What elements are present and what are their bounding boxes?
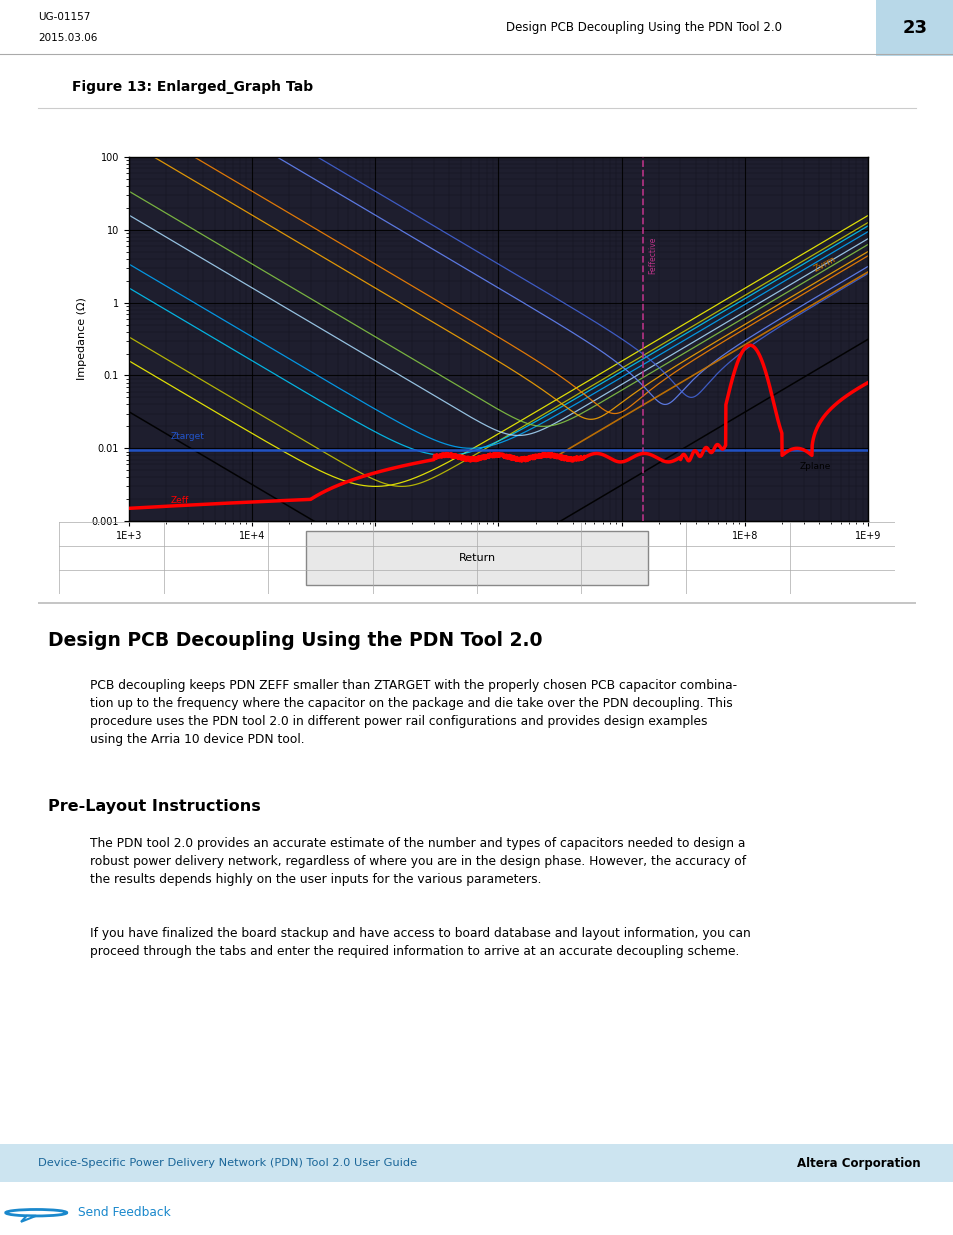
Text: Figure 13: Enlarged_Graph Tab: Figure 13: Enlarged_Graph Tab: [71, 80, 313, 94]
Text: Zvrm: Zvrm: [811, 254, 837, 274]
Text: Design PCB Decoupling Using the PDN Tool 2.0: Design PCB Decoupling Using the PDN Tool…: [505, 21, 781, 35]
Polygon shape: [21, 1215, 36, 1221]
Text: 2015.03.06: 2015.03.06: [38, 33, 97, 43]
Text: Pre-Layout Instructions: Pre-Layout Instructions: [48, 799, 260, 814]
Text: UG-01157: UG-01157: [38, 12, 91, 22]
Text: The PDN tool 2.0 provides an accurate estimate of the number and types of capaci: The PDN tool 2.0 provides an accurate es…: [90, 837, 745, 885]
Text: Ztarget: Ztarget: [171, 432, 205, 441]
Text: 23: 23: [902, 19, 926, 37]
Bar: [305, 531, 648, 585]
Text: Zeff: Zeff: [171, 496, 189, 505]
Y-axis label: Impedance (Ω): Impedance (Ω): [77, 298, 88, 380]
Text: Zplane: Zplane: [800, 462, 830, 471]
Text: Feffective: Feffective: [648, 237, 657, 274]
Text: If you have finalized the board stackup and have access to board database and la: If you have finalized the board stackup …: [90, 926, 750, 957]
Text: Design PCB Decoupling Using the PDN Tool 2.0: Design PCB Decoupling Using the PDN Tool…: [48, 631, 542, 651]
Text: Send Feedback: Send Feedback: [78, 1207, 171, 1219]
Text: Return: Return: [458, 553, 495, 563]
Text: PCB decoupling keeps PDN ZEFF smaller than ZTARGET with the properly chosen PCB : PCB decoupling keeps PDN ZEFF smaller th…: [90, 679, 737, 746]
Text: Device-Specific Power Delivery Network (PDN) Tool 2.0 User Guide: Device-Specific Power Delivery Network (…: [38, 1158, 416, 1168]
X-axis label: Frequency (Hz): Frequency (Hz): [456, 545, 540, 555]
Text: Altera Corporation: Altera Corporation: [796, 1157, 920, 1170]
Bar: [0, 1144, 953, 1182]
Bar: [875, 0, 953, 56]
